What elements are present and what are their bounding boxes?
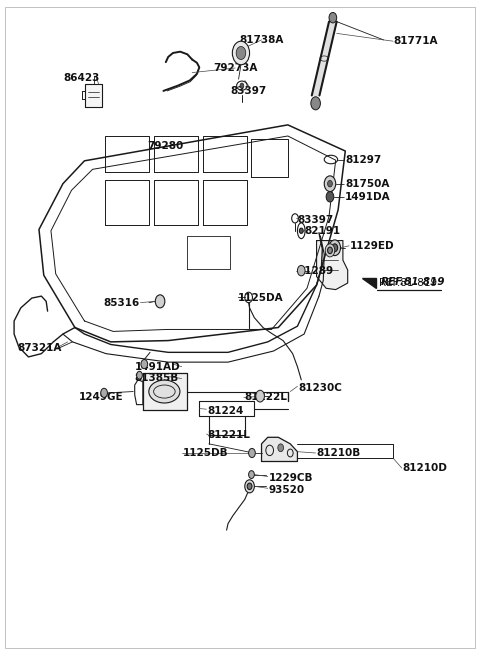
- Polygon shape: [312, 22, 336, 96]
- Polygon shape: [362, 278, 376, 288]
- Text: 79280: 79280: [148, 141, 184, 151]
- Circle shape: [247, 483, 252, 489]
- Circle shape: [278, 444, 284, 452]
- Circle shape: [137, 371, 143, 379]
- Circle shape: [141, 360, 148, 369]
- Text: 79273A: 79273A: [213, 63, 257, 73]
- Text: 81289: 81289: [298, 266, 334, 276]
- Text: 1491DA: 1491DA: [345, 192, 391, 202]
- Circle shape: [327, 180, 332, 187]
- Text: 81210D: 81210D: [403, 463, 448, 473]
- Text: REF.81-819: REF.81-819: [379, 278, 437, 288]
- Circle shape: [232, 41, 250, 65]
- Circle shape: [325, 244, 335, 257]
- Text: 86423: 86423: [64, 73, 100, 83]
- Circle shape: [298, 265, 305, 276]
- Circle shape: [156, 295, 165, 308]
- Circle shape: [236, 47, 246, 60]
- Text: 81385B: 81385B: [135, 373, 179, 383]
- Circle shape: [327, 247, 332, 253]
- Text: 1491AD: 1491AD: [135, 362, 180, 372]
- Circle shape: [256, 390, 264, 402]
- Text: REF.81-819: REF.81-819: [381, 277, 446, 287]
- Text: 82191: 82191: [305, 227, 341, 236]
- Circle shape: [326, 191, 334, 202]
- Polygon shape: [262, 438, 298, 462]
- Text: 81771A: 81771A: [393, 36, 438, 47]
- Circle shape: [101, 388, 108, 398]
- Circle shape: [249, 449, 255, 458]
- Circle shape: [329, 12, 336, 23]
- Text: 83397: 83397: [230, 86, 267, 96]
- Circle shape: [324, 176, 336, 191]
- Text: 81222L: 81222L: [245, 392, 288, 402]
- Circle shape: [300, 228, 303, 233]
- Text: 1249GE: 1249GE: [79, 392, 123, 402]
- Text: 81297: 81297: [345, 155, 382, 164]
- Polygon shape: [317, 240, 348, 290]
- Circle shape: [311, 97, 321, 110]
- Text: 1125DA: 1125DA: [238, 293, 283, 303]
- Circle shape: [245, 480, 254, 493]
- Text: 87321A: 87321A: [18, 343, 62, 354]
- Polygon shape: [143, 373, 187, 410]
- Text: 81738A: 81738A: [240, 35, 284, 45]
- Text: 81210B: 81210B: [317, 448, 361, 458]
- Circle shape: [329, 240, 340, 255]
- Text: 1125DB: 1125DB: [182, 448, 228, 458]
- Text: 1129ED: 1129ED: [350, 241, 395, 251]
- Ellipse shape: [149, 380, 180, 403]
- Polygon shape: [85, 84, 102, 107]
- Text: 85316: 85316: [103, 297, 140, 308]
- Text: 83397: 83397: [298, 215, 334, 225]
- Circle shape: [332, 244, 337, 252]
- Text: 1229CB: 1229CB: [269, 473, 313, 483]
- Circle shape: [249, 471, 254, 479]
- Text: 81224: 81224: [207, 405, 244, 415]
- Text: 81230C: 81230C: [299, 383, 342, 392]
- Text: 81750A: 81750A: [345, 179, 390, 189]
- Text: 93520: 93520: [269, 485, 305, 495]
- Text: 81221L: 81221L: [207, 430, 251, 440]
- Circle shape: [240, 83, 244, 88]
